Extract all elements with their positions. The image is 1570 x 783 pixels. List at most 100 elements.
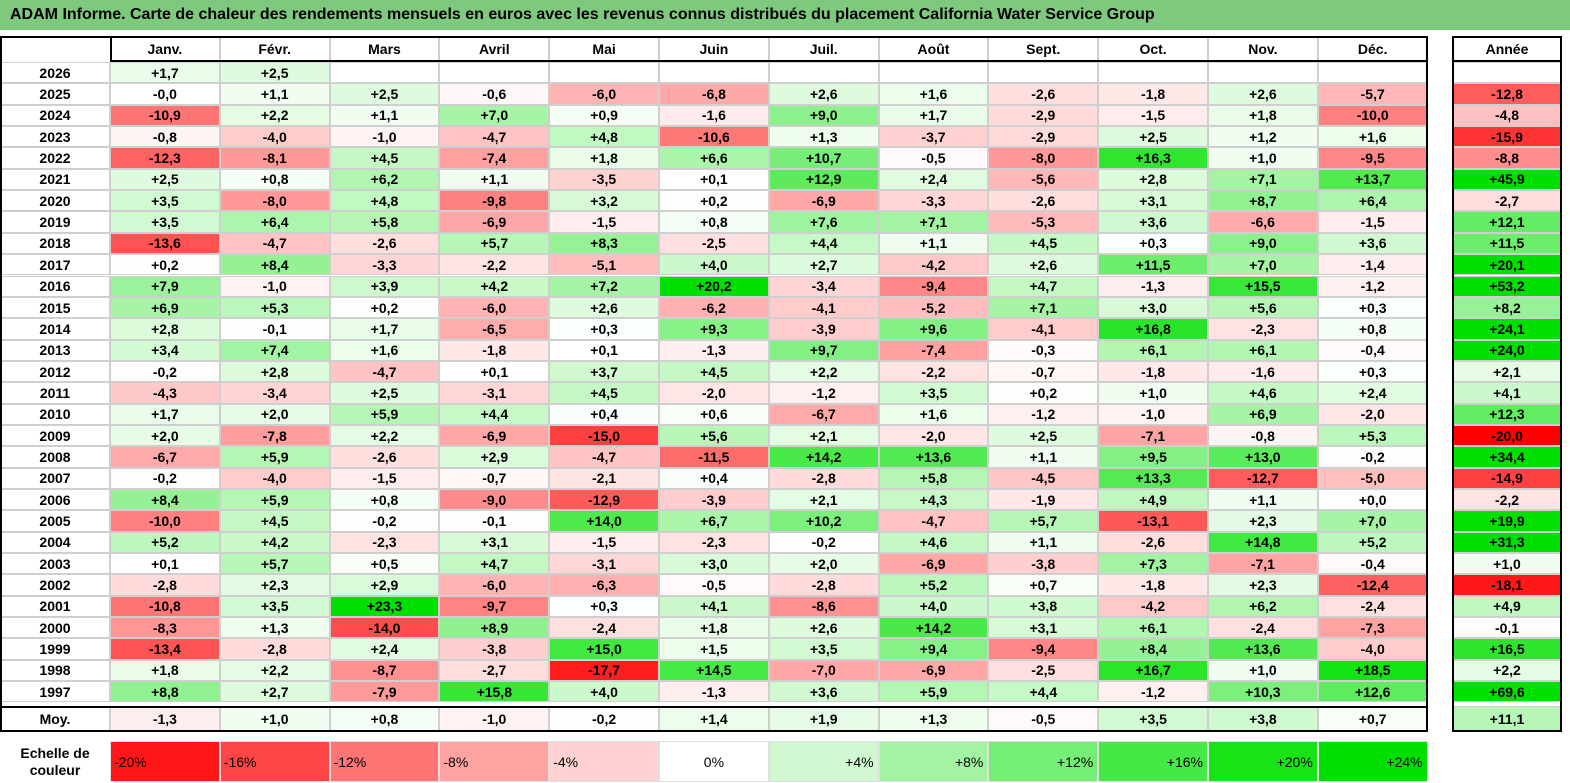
year-total-cell: +53,2 [1452, 275, 1562, 297]
row-label: 2006 [0, 489, 110, 511]
heatmap-cell: +7,2 [549, 275, 659, 297]
heatmap-cell: +1,3 [768, 126, 879, 148]
row-label: 2007 [0, 467, 110, 489]
average-cell: -0,5 [988, 706, 1099, 732]
heatmap-cell: +4,6 [878, 531, 989, 554]
average-year-cell: +11,1 [1452, 706, 1562, 732]
heatmap-cell: -6,2 [659, 296, 769, 319]
row-label: 2001 [0, 595, 110, 618]
heatmap-cell: +7,1 [878, 211, 989, 233]
heatmap-cell: -0,2 [768, 531, 879, 554]
heatmap-cell: +5,7 [219, 553, 330, 575]
heatmap-cell: +16,7 [1098, 659, 1208, 682]
average-cell: +0,8 [329, 706, 440, 732]
color-scale-step: +20% [1208, 741, 1318, 782]
heatmap-cell: -15,0 [549, 424, 659, 447]
heatmap-cell: -5,1 [549, 254, 659, 276]
heatmap-cell: -3,3 [329, 254, 440, 276]
heatmap-cell: -1,5 [549, 531, 659, 554]
heatmap-cell: -2,8 [219, 638, 330, 660]
heatmap-cell: +4,3 [878, 489, 989, 511]
heatmap-cell: +5,9 [329, 403, 440, 425]
heatmap-cell: -2,0 [878, 424, 989, 447]
heatmap-cell: -1,5 [1098, 104, 1208, 127]
heatmap-cell: -17,7 [549, 659, 659, 682]
heatmap-cell: -8,1 [219, 147, 330, 169]
heatmap-cell: +1,5 [659, 638, 769, 660]
heatmap-cell: -4,7 [329, 360, 440, 383]
heatmap-cell [988, 62, 1099, 84]
heatmap-cell: +5,3 [1317, 424, 1428, 447]
heatmap-cell: -4,0 [1317, 638, 1428, 660]
heatmap-cell: +2,3 [219, 574, 330, 596]
year-total-cell: +4,9 [1452, 595, 1562, 618]
row-label: 2008 [0, 446, 110, 468]
heatmap-cell: -2,6 [329, 232, 440, 255]
heatmap-cell: +3,5 [219, 595, 330, 618]
heatmap-cell: -5,0 [1317, 467, 1428, 489]
heatmap-cell: +3,5 [110, 211, 220, 233]
year-total-cell: +16,5 [1452, 638, 1562, 660]
heatmap-cell: +2,6 [1208, 83, 1318, 105]
heatmap-cell: +1,0 [1208, 147, 1318, 169]
heatmap-cell: -8,7 [329, 659, 440, 682]
heatmap-cell: -8,0 [219, 190, 330, 212]
year-total-cell: +4,1 [1452, 382, 1562, 404]
heatmap-cell: +5,6 [1208, 296, 1318, 319]
heatmap-cell [768, 62, 879, 84]
heatmap-cell: -7,1 [1208, 553, 1318, 575]
heatmap-cell: -4,7 [878, 510, 989, 532]
heatmap-cell: +3,6 [1317, 232, 1428, 255]
heatmap-cell: -12,4 [1317, 574, 1428, 596]
row-label: 2026 [0, 62, 110, 84]
heatmap-cell: +4,2 [219, 531, 330, 554]
heatmap-cell: -3,4 [768, 275, 879, 297]
year-total-cell: -2,2 [1452, 489, 1562, 511]
heatmap-cell: -7,0 [768, 659, 879, 682]
year-total-cell: +31,3 [1452, 531, 1562, 554]
heatmap-cell: -0,1 [439, 510, 550, 532]
heatmap-cell: -0,2 [329, 510, 440, 532]
heatmap-cell: +2,6 [768, 617, 879, 639]
heatmap-cell: +0,4 [549, 403, 659, 425]
heatmap-cell: +6,9 [110, 296, 220, 319]
heatmap-cell: +9,3 [659, 318, 769, 340]
heatmap-cell: +8,4 [110, 489, 220, 511]
heatmap-cell: +3,9 [329, 275, 440, 297]
heatmap-cell: +0,7 [988, 574, 1099, 596]
heatmap-cell: +8,4 [1098, 638, 1208, 660]
heatmap-cell: -4,7 [549, 446, 659, 468]
heatmap-cell [659, 62, 769, 84]
heatmap-cell: +2,0 [110, 424, 220, 447]
heatmap-cell: +6,7 [659, 510, 769, 532]
heatmap-cell: +0,3 [1317, 296, 1428, 319]
year-total-cell: -20,0 [1452, 424, 1562, 447]
year-total-cell: +45,9 [1452, 168, 1562, 191]
heatmap-cell: +5,7 [439, 232, 550, 255]
row-label: 1997 [0, 681, 110, 703]
heatmap-cell: -12,7 [1208, 467, 1318, 489]
heatmap-cell: -4,0 [219, 467, 330, 489]
heatmap-cell: +2,3 [1208, 574, 1318, 596]
column-header: Août [878, 36, 989, 62]
heatmap-cell: -2,6 [988, 190, 1099, 212]
heatmap-cell: +1,1 [1208, 489, 1318, 511]
heatmap-cell: +0,0 [1317, 489, 1428, 511]
heatmap-cell: +9,4 [878, 638, 989, 660]
heatmap-cell: -4,2 [1098, 595, 1208, 618]
heatmap-cell: +2,5 [988, 424, 1099, 447]
row-label: 2005 [0, 510, 110, 532]
heatmap-cell: -0,2 [110, 360, 220, 383]
heatmap-cell: +9,0 [1208, 232, 1318, 255]
heatmap-cell: +5,9 [219, 489, 330, 511]
heatmap-cell: +2,2 [219, 104, 330, 127]
heatmap-cell: +7,1 [988, 296, 1099, 319]
heatmap-cell: -0,5 [659, 574, 769, 596]
year-total-cell: -8,8 [1452, 147, 1562, 169]
heatmap-cell: +6,1 [1098, 617, 1208, 639]
year-total-cell: +12,3 [1452, 403, 1562, 425]
heatmap-cell: +12,9 [768, 168, 879, 191]
row-label: 2002 [0, 574, 110, 596]
heatmap-cell: -1,8 [1098, 83, 1208, 105]
column-header: Janv. [110, 36, 220, 62]
